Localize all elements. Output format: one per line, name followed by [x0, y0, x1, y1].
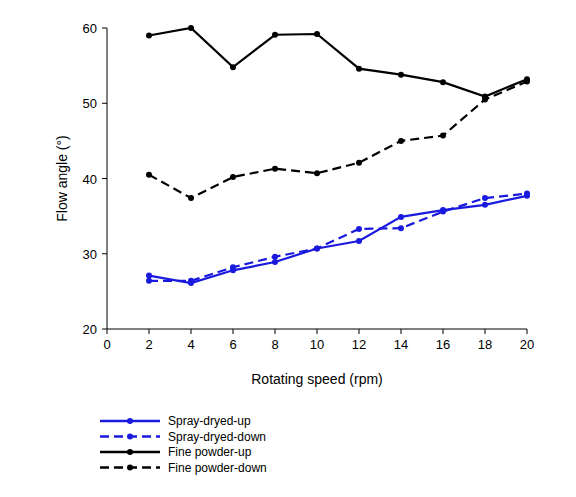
legend: Spray-dryed-upSpray-dryed-downFine powde… [100, 414, 267, 475]
y-tick [102, 28, 107, 29]
series-point [146, 33, 152, 39]
y-axis-title: Flow angle (°) [54, 135, 70, 222]
y-tick [102, 329, 107, 330]
x-tick-label: 2 [145, 337, 152, 352]
series-point [482, 195, 488, 201]
series-point [440, 209, 446, 215]
series-point [188, 195, 194, 201]
series-point [230, 174, 236, 180]
series-point [524, 78, 530, 84]
series-point [398, 225, 404, 231]
series-line [149, 28, 527, 96]
x-tick [149, 329, 150, 334]
x-tick [485, 329, 486, 334]
legend-marker [127, 418, 133, 424]
x-tick-label: 18 [478, 337, 492, 352]
x-tick-label: 10 [310, 337, 324, 352]
series-point [314, 245, 320, 251]
series-point [356, 238, 362, 244]
series-point [314, 31, 320, 37]
y-tick [102, 178, 107, 179]
x-tick-label: 20 [520, 337, 534, 352]
x-tick [275, 329, 276, 334]
series-point [188, 25, 194, 31]
series-point [398, 214, 404, 220]
series-point [356, 226, 362, 232]
x-tick [107, 329, 108, 334]
legend-marker [127, 434, 133, 440]
series-point [146, 278, 152, 284]
y-tick [102, 253, 107, 254]
series-point [314, 245, 320, 251]
legend-marker [127, 449, 133, 455]
legend-marker [127, 465, 133, 471]
plot-area [146, 25, 530, 286]
x-tick [191, 329, 192, 334]
series-point [272, 166, 278, 172]
x-tick [527, 329, 528, 334]
y-tick-label: 40 [83, 172, 97, 187]
series-point [482, 96, 488, 102]
series-point [356, 66, 362, 72]
y-tick [102, 103, 107, 104]
x-tick-label: 0 [103, 337, 110, 352]
x-tick-label: 12 [352, 337, 366, 352]
x-axis-title: Rotating speed (rpm) [251, 371, 383, 387]
series-point [356, 160, 362, 166]
series-point [230, 264, 236, 270]
x-tick [401, 329, 402, 334]
x-tick [359, 329, 360, 334]
x-tick-label: 14 [394, 337, 408, 352]
series-point [440, 133, 446, 139]
series-point [398, 138, 404, 144]
series-line [149, 194, 527, 281]
y-tick-label: 60 [83, 21, 97, 36]
series-point [440, 79, 446, 85]
chart: 0 2 4 6 8 10 12 14 16 18 20 20 30 40 50 60 Rotating spee… [0, 0, 576, 497]
series-line [149, 196, 527, 283]
series-point [188, 278, 194, 284]
legend-label: Fine powder-down [168, 461, 267, 475]
x-tick-label: 8 [271, 337, 278, 352]
x-tick-label: 4 [187, 337, 194, 352]
series-point [314, 170, 320, 176]
y-tick-label: 20 [83, 322, 97, 337]
legend-label: Fine powder-up [168, 445, 252, 459]
y-tick-label: 30 [83, 247, 97, 262]
series-point [398, 72, 404, 78]
series-point [482, 202, 488, 208]
series-point [272, 32, 278, 38]
series-line [149, 81, 527, 198]
x-tick [233, 329, 234, 334]
y-tick-label: 50 [83, 96, 97, 111]
x-tick-label: 6 [229, 337, 236, 352]
series-point [146, 273, 152, 279]
series-point [272, 254, 278, 260]
legend-label: Spray-dryed-up [168, 414, 251, 428]
series-point [272, 259, 278, 265]
series-point [146, 172, 152, 178]
series-point [230, 64, 236, 70]
series-point [524, 191, 530, 197]
x-tick [317, 329, 318, 334]
x-tick [443, 329, 444, 334]
x-tick-label: 16 [436, 337, 450, 352]
legend-label: Spray-dryed-down [168, 430, 266, 444]
